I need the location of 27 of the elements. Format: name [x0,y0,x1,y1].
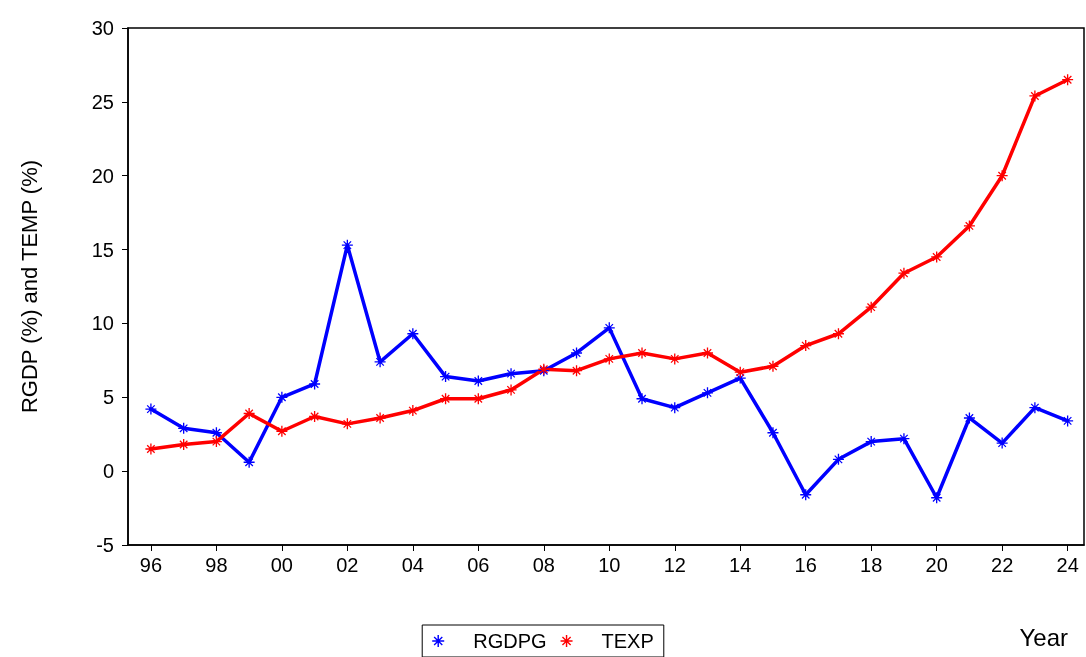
y-axis-title: RGDP (%) and TEMP (%) [16,159,42,414]
y-tick-label: 25 [91,90,114,113]
x-tick-label: 10 [598,554,621,576]
x-tick-label: 20 [925,554,948,576]
x-tick-label: 14 [729,554,752,576]
y-tick-label: 15 [91,238,114,261]
x-tick-label: 00 [270,554,293,576]
legend-label: RGDPG [473,630,547,652]
y-tick-label: -5 [96,534,114,556]
x-tick-label: 16 [794,554,817,576]
x-tick-label: 18 [860,554,883,576]
x-tick-label: 24 [1056,554,1079,576]
y-tick-label: 10 [91,312,114,335]
x-tick-label: 02 [336,554,359,576]
y-tick-label: 0 [102,460,114,483]
x-tick-label: 22 [991,554,1014,576]
y-tick-label: 30 [91,17,114,39]
x-tick-label: 08 [532,554,555,576]
x-tick-label: 98 [205,554,228,576]
x-axis-title: Year [1019,623,1069,651]
y-tick-label: 5 [102,386,114,409]
y-tick-label: 20 [91,164,114,187]
x-tick-label: 12 [663,554,686,576]
legend-label: TEXP [601,630,654,652]
x-tick-label: 04 [401,554,424,576]
x-tick-label: 96 [139,554,163,576]
x-tick-label: 06 [467,554,490,576]
